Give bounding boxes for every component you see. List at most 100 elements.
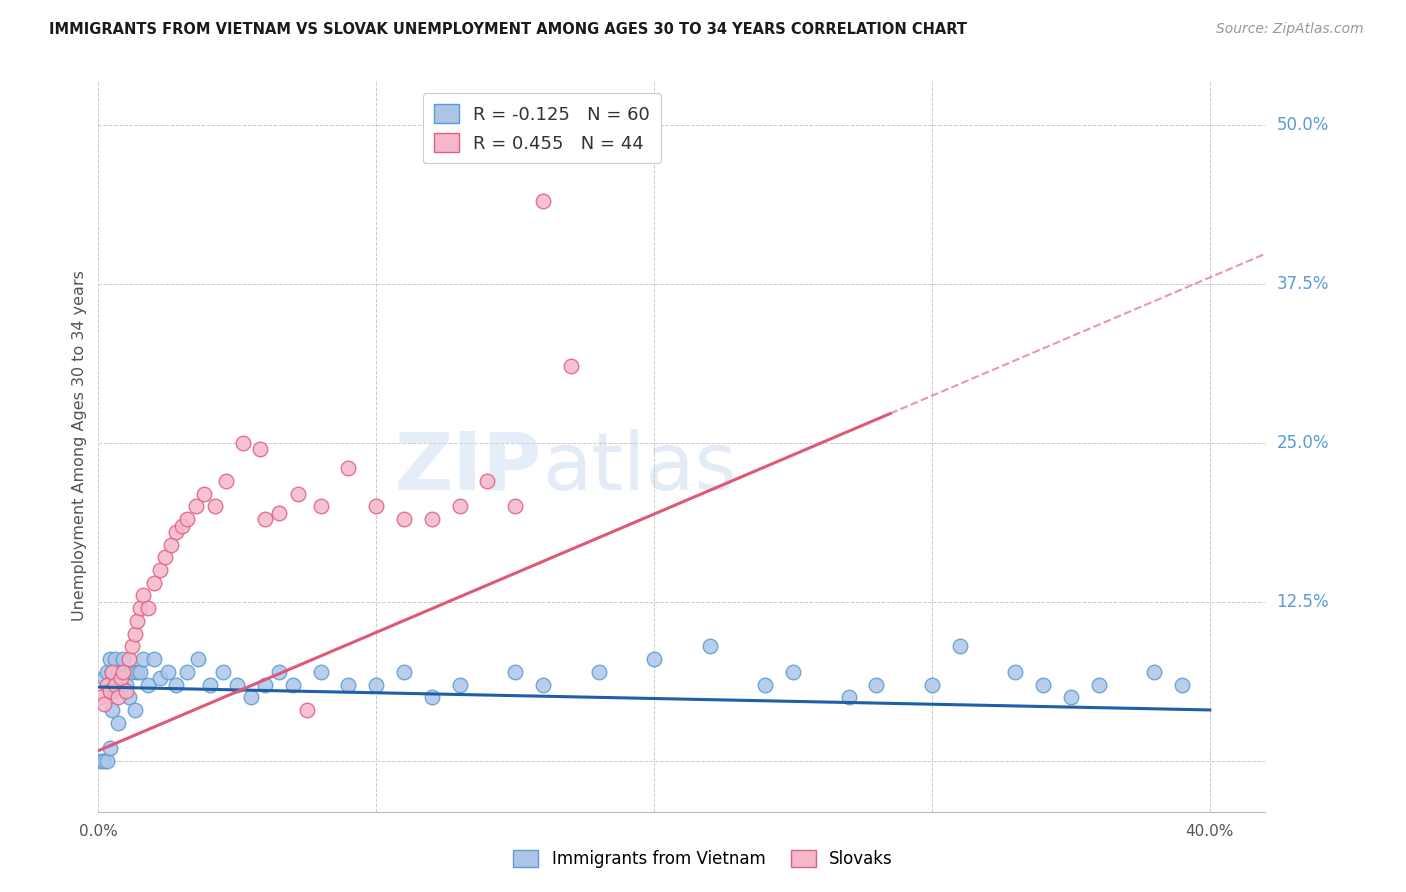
Point xyxy=(101,703,124,717)
Point xyxy=(115,684,138,698)
Point xyxy=(449,677,471,691)
Point xyxy=(267,665,290,679)
Point xyxy=(1171,677,1194,691)
Point xyxy=(420,512,443,526)
Point xyxy=(143,575,166,590)
Point xyxy=(138,601,160,615)
Point xyxy=(699,640,721,654)
Point xyxy=(449,500,471,514)
Point xyxy=(254,677,277,691)
Point xyxy=(187,652,209,666)
Point xyxy=(176,665,198,679)
Point xyxy=(107,715,129,730)
Point xyxy=(754,677,776,691)
Point xyxy=(204,500,226,514)
Point xyxy=(96,677,118,691)
Point xyxy=(865,677,887,691)
Point xyxy=(560,359,582,374)
Point xyxy=(98,652,121,666)
Point xyxy=(101,665,124,679)
Point xyxy=(503,500,526,514)
Point xyxy=(295,703,318,717)
Point xyxy=(170,518,193,533)
Point xyxy=(107,665,129,679)
Y-axis label: Unemployment Among Ages 30 to 34 years: Unemployment Among Ages 30 to 34 years xyxy=(72,270,87,622)
Legend: R = -0.125   N = 60, R = 0.455   N = 44: R = -0.125 N = 60, R = 0.455 N = 44 xyxy=(423,93,661,163)
Point xyxy=(153,550,176,565)
Point xyxy=(176,512,198,526)
Point xyxy=(240,690,263,705)
Point xyxy=(129,601,152,615)
Text: Source: ZipAtlas.com: Source: ZipAtlas.com xyxy=(1216,22,1364,37)
Point xyxy=(121,640,143,654)
Point xyxy=(249,442,271,457)
Point xyxy=(309,665,332,679)
Point xyxy=(121,665,143,679)
Point xyxy=(337,677,360,691)
Point xyxy=(148,563,170,577)
Point xyxy=(254,512,277,526)
Point xyxy=(1143,665,1166,679)
Point xyxy=(98,684,121,698)
Point xyxy=(127,614,149,628)
Point xyxy=(287,486,309,500)
Text: 37.5%: 37.5% xyxy=(1277,275,1329,293)
Text: 50.0%: 50.0% xyxy=(1277,116,1329,134)
Point xyxy=(98,741,121,756)
Point xyxy=(90,690,112,705)
Point xyxy=(226,677,249,691)
Point xyxy=(198,677,221,691)
Point xyxy=(392,665,415,679)
Point xyxy=(118,690,141,705)
Point xyxy=(309,500,332,514)
Point xyxy=(212,665,235,679)
Point xyxy=(588,665,610,679)
Point xyxy=(127,665,149,679)
Point xyxy=(104,652,127,666)
Point xyxy=(477,474,499,488)
Point xyxy=(1004,665,1026,679)
Point xyxy=(281,677,304,691)
Point xyxy=(782,665,804,679)
Point xyxy=(112,652,135,666)
Point xyxy=(1087,677,1109,691)
Point xyxy=(124,626,146,640)
Point xyxy=(921,677,943,691)
Point xyxy=(129,665,152,679)
Point xyxy=(420,690,443,705)
Point xyxy=(96,754,118,768)
Point xyxy=(107,690,129,705)
Point xyxy=(949,640,972,654)
Point xyxy=(366,500,388,514)
Point xyxy=(138,677,160,691)
Text: 25.0%: 25.0% xyxy=(1277,434,1329,452)
Text: IMMIGRANTS FROM VIETNAM VS SLOVAK UNEMPLOYMENT AMONG AGES 30 TO 34 YEARS CORRELA: IMMIGRANTS FROM VIETNAM VS SLOVAK UNEMPL… xyxy=(49,22,967,37)
Point xyxy=(104,684,127,698)
Point xyxy=(159,538,181,552)
Point xyxy=(110,677,132,691)
Point xyxy=(132,589,155,603)
Legend: Immigrants from Vietnam, Slovaks: Immigrants from Vietnam, Slovaks xyxy=(506,843,900,875)
Point xyxy=(156,665,179,679)
Point xyxy=(118,652,141,666)
Point xyxy=(148,671,170,685)
Text: ZIP: ZIP xyxy=(395,429,541,507)
Point xyxy=(193,486,215,500)
Point xyxy=(366,677,388,691)
Point xyxy=(337,461,360,475)
Point xyxy=(531,677,554,691)
Point xyxy=(215,474,238,488)
Point xyxy=(531,194,554,208)
Point xyxy=(232,435,254,450)
Point xyxy=(1032,677,1054,691)
Text: atlas: atlas xyxy=(541,429,737,507)
Point xyxy=(101,665,124,679)
Point xyxy=(165,524,187,539)
Point xyxy=(124,703,146,717)
Point xyxy=(1060,690,1083,705)
Point xyxy=(110,677,132,691)
Point xyxy=(93,697,115,711)
Point xyxy=(643,652,665,666)
Point xyxy=(267,506,290,520)
Point xyxy=(115,677,138,691)
